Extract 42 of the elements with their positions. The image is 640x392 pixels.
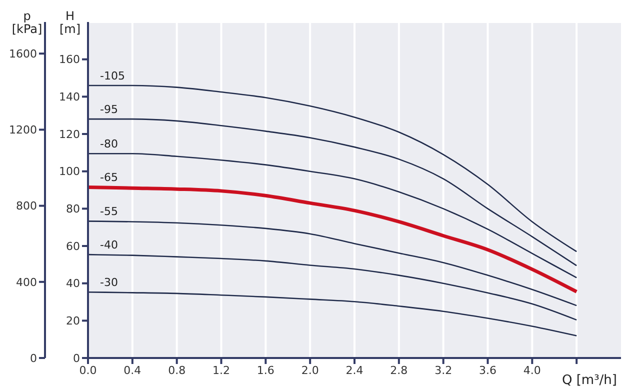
y2-tick-label: 800 [16, 200, 37, 213]
series-label: -65 [100, 171, 118, 184]
x-tick-label: 3.6 [479, 364, 496, 377]
line-series [88, 291, 578, 336]
line-series [88, 185, 578, 294]
x-tick-label: 1.6 [256, 364, 274, 377]
y-tick-label: 40 [66, 277, 80, 290]
y2-tick-label: 0 [30, 352, 37, 365]
x-axis-title: Q [m³/h] [562, 373, 617, 388]
x-tick-label: 0.0 [79, 364, 97, 377]
series-label: -80 [100, 138, 118, 151]
line-series [88, 254, 578, 321]
y-tick-label: 140 [59, 90, 80, 104]
series-label: -105 [100, 69, 125, 82]
series-label: -55 [100, 205, 118, 218]
y-tick-label: 20 [66, 314, 80, 328]
x-tick-label: 1.2 [212, 364, 230, 377]
x-tick-label: 2.8 [390, 364, 408, 377]
y-tick-label: 60 [66, 240, 80, 253]
line-series [88, 118, 578, 266]
x-tick-label: 0.4 [124, 364, 142, 377]
series-label: -30 [100, 276, 118, 290]
y-tick-label: 160 [59, 53, 80, 66]
y2-tick-label: 400 [16, 276, 37, 289]
y-tick-label: 80 [66, 202, 80, 216]
series-label: -95 [100, 103, 118, 116]
y-tick-label: 0 [73, 352, 80, 365]
line-series [88, 84, 578, 252]
y-tick-label: 100 [59, 165, 80, 178]
series-label: -40 [100, 238, 118, 252]
line-series [88, 152, 578, 278]
x-tick-label: 2.4 [346, 364, 364, 377]
x-tick-label: 2.0 [301, 364, 319, 377]
y-tick-label: 120 [59, 128, 80, 141]
y2-tick-label: 1200 [9, 124, 37, 137]
y2-axis-title: p [kPa] [12, 9, 42, 36]
x-tick-label: 0.8 [168, 364, 186, 377]
x-tick-label: 4.0 [523, 364, 541, 377]
y-axis-title: H [m] [59, 9, 81, 36]
line-series [88, 220, 578, 306]
y2-tick-label: 1600 [9, 47, 37, 60]
x-tick-label: 3.2 [434, 364, 452, 377]
